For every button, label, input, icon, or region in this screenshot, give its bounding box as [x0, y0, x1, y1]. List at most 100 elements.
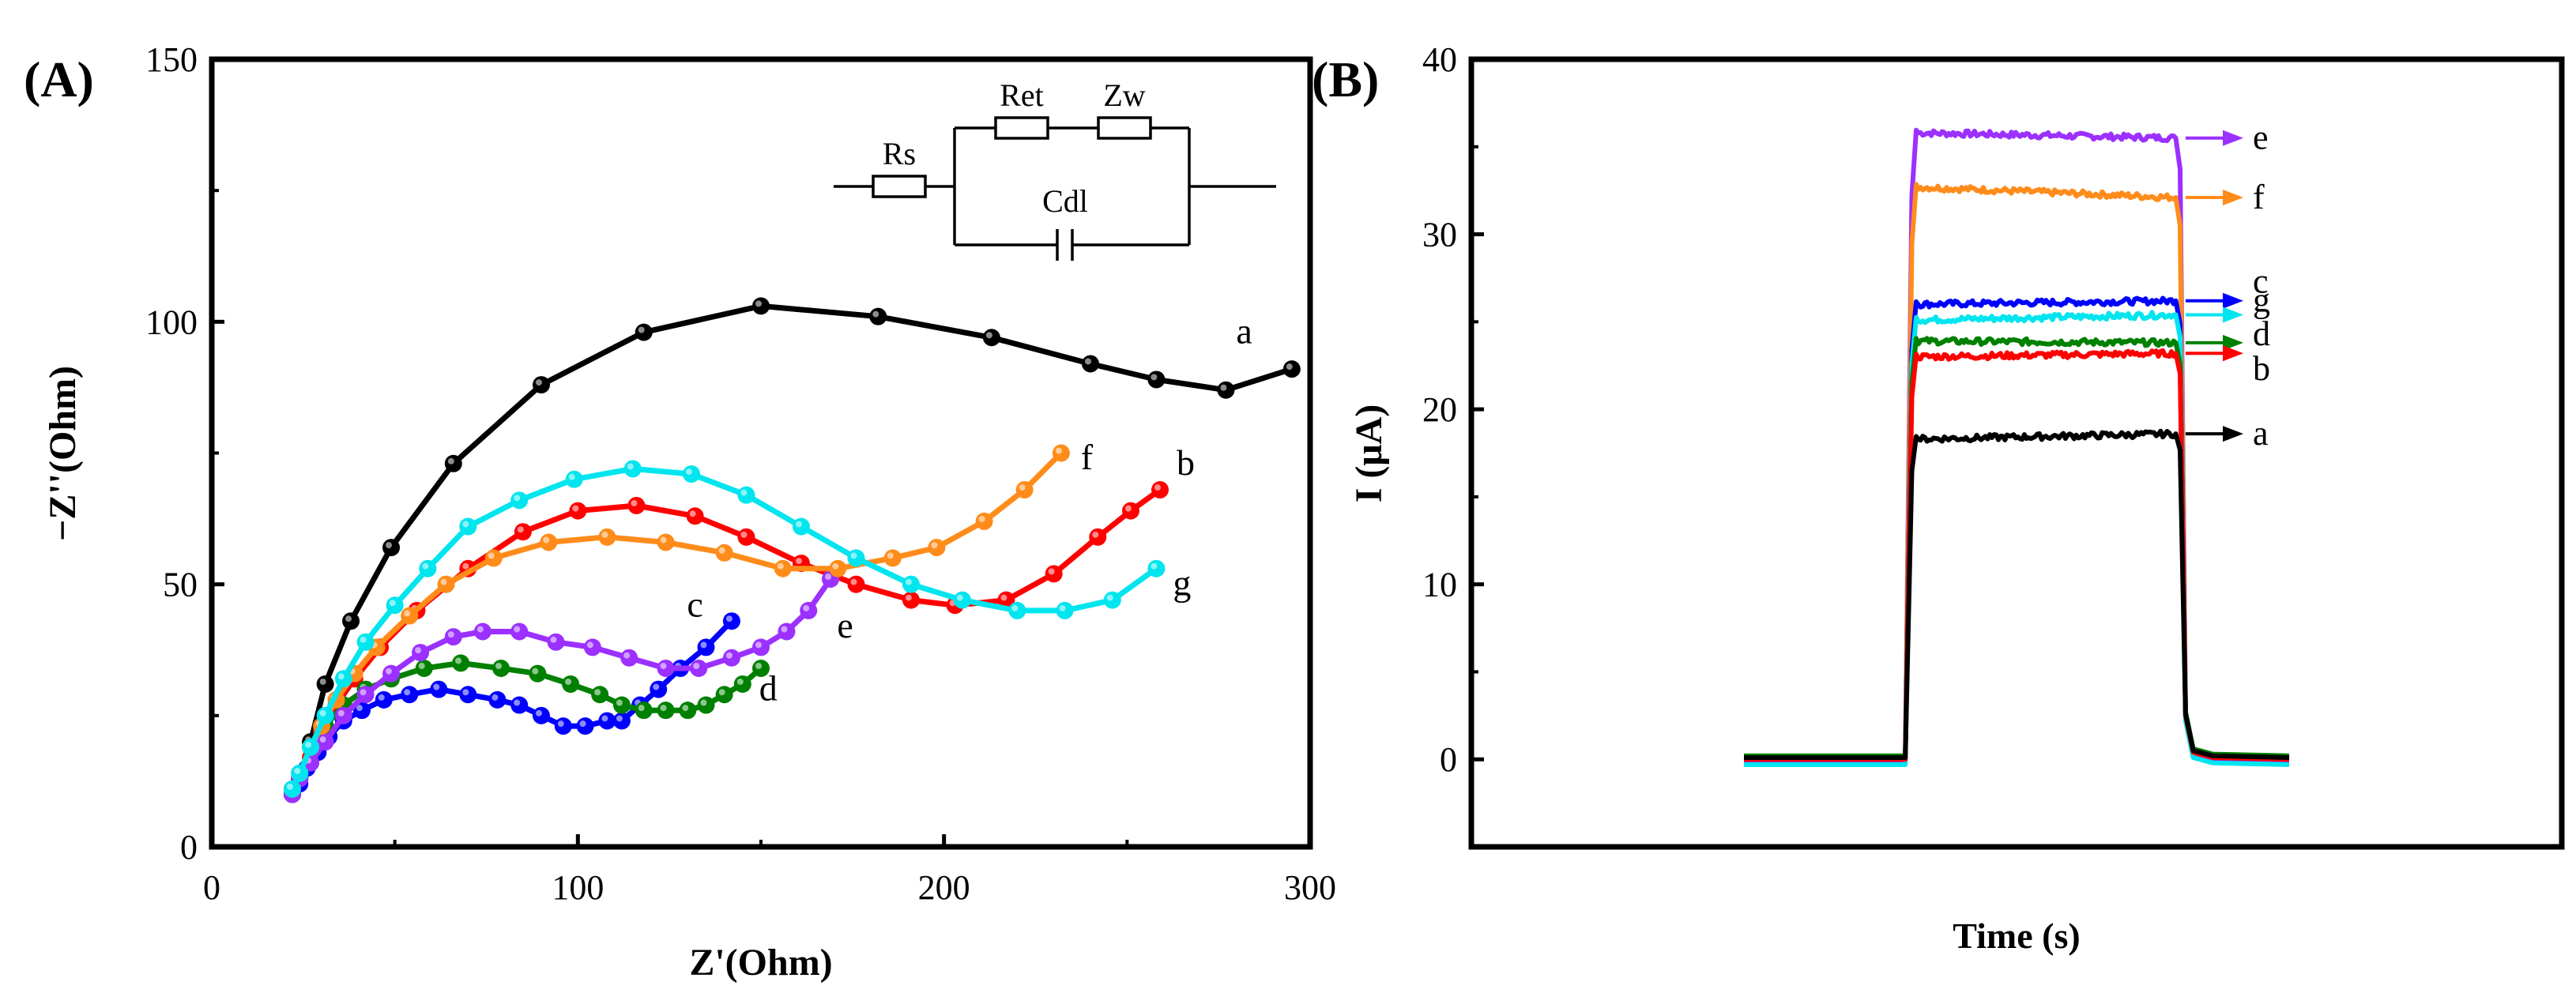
- curve-arrowhead-b: [2223, 345, 2244, 362]
- data-point: [334, 706, 352, 724]
- data-point-highlight: [1154, 484, 1162, 491]
- series-g-trace: [1744, 310, 2290, 767]
- ret-resistor: [994, 116, 1049, 140]
- data-point: [583, 638, 601, 656]
- curve-label-d: d: [2253, 314, 2270, 353]
- data-point-highlight: [887, 552, 894, 559]
- data-point-highlight: [440, 578, 447, 585]
- series-f: [283, 444, 1070, 798]
- data-point-highlight: [1059, 604, 1066, 611]
- data-point-highlight: [1055, 447, 1062, 454]
- data-point-highlight: [550, 636, 557, 643]
- data-point: [510, 696, 529, 714]
- data-point-highlight: [1151, 374, 1158, 381]
- curve-label-a: a: [2253, 414, 2269, 453]
- y-tick-label: 0: [180, 828, 198, 867]
- data-point-highlight: [517, 526, 524, 533]
- data-point: [847, 575, 865, 593]
- data-point: [733, 675, 751, 693]
- data-point-highlight: [294, 767, 301, 774]
- data-point: [657, 701, 675, 720]
- data-point: [598, 528, 616, 546]
- data-point: [419, 559, 437, 577]
- data-point-highlight: [725, 615, 733, 623]
- data-point: [302, 738, 320, 756]
- curve-label-g: g: [2253, 281, 2270, 320]
- data-point: [565, 470, 583, 488]
- data-point-highlight: [415, 647, 422, 654]
- data-point: [452, 654, 470, 672]
- data-point-highlight: [579, 720, 586, 728]
- data-point-highlight: [447, 457, 454, 465]
- data-point-highlight: [422, 562, 429, 570]
- data-point: [382, 539, 401, 557]
- data-point-highlight: [825, 574, 832, 581]
- data-point: [1082, 355, 1099, 373]
- data-point-highlight: [725, 652, 733, 659]
- data-point-highlight: [514, 495, 521, 502]
- data-point-highlight: [305, 741, 312, 748]
- data-point-highlight: [536, 709, 542, 717]
- data-point-highlight: [386, 668, 393, 675]
- data-point: [484, 549, 503, 567]
- data-point: [1056, 601, 1074, 619]
- data-point-highlight: [638, 326, 645, 333]
- data-point-highlight: [685, 468, 692, 476]
- panel-b-axis-ticks: 0 10 20 30 40: [1422, 40, 1484, 848]
- data-point-highlight: [638, 705, 645, 712]
- data-point-highlight: [803, 604, 810, 611]
- curve-label-d: d: [759, 668, 778, 709]
- rs-resistor: [872, 175, 927, 198]
- data-point-highlight: [700, 641, 707, 649]
- data-point-highlight: [594, 689, 601, 696]
- data-point: [533, 376, 550, 394]
- series-b-line: [289, 487, 1162, 796]
- curve-label-b: b: [1177, 442, 1195, 483]
- data-point: [375, 690, 393, 709]
- data-point: [412, 644, 430, 662]
- data-point-highlight: [447, 631, 454, 638]
- series-g-line: [289, 465, 1158, 791]
- y-tick-label: 40: [1422, 40, 1457, 79]
- data-point: [722, 649, 740, 667]
- panel-b-series: [1744, 127, 2290, 767]
- data-point-highlight: [795, 521, 802, 528]
- data-point: [283, 780, 301, 798]
- y-tick-label: 0: [1440, 740, 1457, 779]
- data-point-highlight: [532, 668, 539, 675]
- panel-a-series: [283, 297, 1301, 803]
- data-point-highlight: [631, 499, 638, 506]
- panel-b-xlabel: Time (s): [1953, 916, 2080, 956]
- data-point-highlight: [568, 473, 575, 480]
- data-point-highlight: [495, 663, 503, 670]
- data-point: [697, 696, 715, 714]
- data-point: [316, 675, 334, 693]
- x-tick-label: 0: [203, 868, 220, 907]
- data-point-highlight: [345, 615, 352, 623]
- data-point: [444, 628, 462, 646]
- data-point-highlight: [660, 536, 667, 544]
- data-point-highlight: [319, 678, 326, 685]
- curve-label-b: b: [2253, 349, 2270, 388]
- ret-label: Ret: [1000, 77, 1044, 113]
- data-point-highlight: [601, 715, 608, 722]
- data-point-highlight: [755, 663, 762, 670]
- data-point: [514, 523, 532, 541]
- data-point-highlight: [356, 705, 363, 712]
- data-point-highlight: [337, 709, 345, 717]
- panel-b-frame: [1468, 56, 2565, 850]
- panel-a-label: (A): [24, 51, 94, 107]
- series-g: [283, 460, 1166, 798]
- data-point: [554, 717, 572, 735]
- data-point-highlight: [543, 536, 550, 544]
- curve-label-f: f: [1081, 437, 1094, 477]
- data-point-highlight: [514, 699, 521, 706]
- data-point-highlight: [404, 610, 411, 617]
- data-point-highlight: [433, 683, 440, 690]
- data-point-highlight: [360, 689, 367, 696]
- data-point-highlight: [1220, 384, 1227, 391]
- data-point-highlight: [319, 736, 326, 743]
- data-point-highlight: [386, 542, 393, 549]
